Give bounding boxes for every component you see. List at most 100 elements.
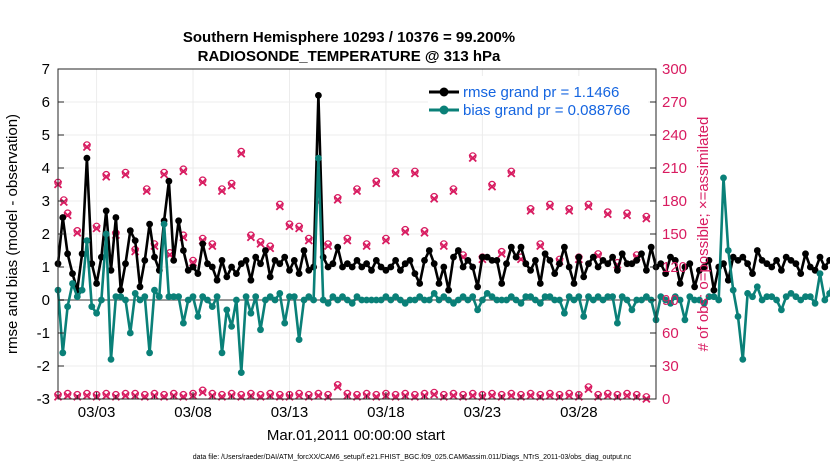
y-left-tick-label: -2 xyxy=(37,358,50,375)
obs-assimilated-marker xyxy=(208,241,217,251)
rmse-point xyxy=(344,260,351,268)
rmse-point xyxy=(532,257,539,264)
bias-point xyxy=(242,293,250,301)
rmse-point xyxy=(662,270,669,277)
bias-point xyxy=(377,296,385,304)
obs-assimilated-marker xyxy=(526,206,535,215)
bias-point xyxy=(551,296,559,304)
x-axis-label: Mar.01,2011 00:00:00 start xyxy=(267,427,446,444)
y-right-tick-label: 120 xyxy=(662,259,687,276)
rmse-point xyxy=(479,253,486,261)
rmse-point xyxy=(821,263,829,271)
rmse-point xyxy=(131,237,139,245)
rmse-point xyxy=(628,260,636,268)
rmse-point xyxy=(170,257,178,264)
bias-point xyxy=(527,293,534,301)
rmse-point xyxy=(493,257,501,264)
bias-point xyxy=(715,296,723,304)
bias-point xyxy=(64,303,71,310)
obs-assimilated-marker xyxy=(526,391,535,400)
rmse-point xyxy=(575,253,583,261)
obs-assimilated-marker xyxy=(381,236,391,245)
rmse-point xyxy=(262,247,269,254)
y-left-tick-label: 3 xyxy=(42,193,50,210)
bias-point xyxy=(488,293,496,301)
rmse-point xyxy=(753,247,761,254)
bias-point xyxy=(609,293,616,301)
chart-title-line1: Southern Hemisphere 10293 / 10376 = 99.2… xyxy=(183,29,515,46)
bias-point xyxy=(816,270,824,277)
y-left-tick-label: -1 xyxy=(37,325,50,342)
rmse-point xyxy=(483,253,491,261)
rmse-point xyxy=(464,257,472,264)
rmse-point xyxy=(787,257,795,264)
rmse-point xyxy=(469,263,477,271)
bias-point xyxy=(729,286,737,294)
rmse-point xyxy=(286,266,293,274)
bias-point xyxy=(556,296,563,304)
rmse-point xyxy=(778,266,785,274)
obs-assimilated-marker xyxy=(468,153,477,163)
rmse-point xyxy=(392,257,399,264)
rmse-point xyxy=(146,220,154,228)
bias-point xyxy=(117,293,125,301)
y-left-tick-label: 7 xyxy=(42,61,50,78)
rmse-point xyxy=(117,286,125,294)
rmse-point xyxy=(643,266,650,274)
obs-assimilated-marker xyxy=(449,186,458,196)
rmse-point xyxy=(194,270,202,277)
rmse-point xyxy=(397,266,404,274)
rmse-point xyxy=(696,266,703,274)
bias-point xyxy=(618,293,626,301)
rmse-point xyxy=(522,260,530,268)
rmse-point xyxy=(700,263,708,271)
bias-point xyxy=(512,296,520,304)
bias-point xyxy=(59,349,67,357)
rmse-point xyxy=(561,243,568,251)
rmse-point xyxy=(811,266,819,274)
obs-assimilated-marker xyxy=(536,241,545,251)
rmse-point xyxy=(204,260,211,268)
data-series xyxy=(54,92,830,376)
bias-point xyxy=(614,319,621,327)
rmse-point xyxy=(276,260,284,268)
rmse-point xyxy=(705,257,713,264)
bias-point xyxy=(522,293,530,301)
rmse-point xyxy=(315,92,322,99)
bias-point xyxy=(199,293,207,301)
obs-assimilated-marker xyxy=(237,149,246,158)
rmse-point xyxy=(758,257,766,264)
bias-point xyxy=(589,296,597,304)
bias-point xyxy=(78,286,86,294)
rmse-point xyxy=(445,286,452,294)
rmse-point xyxy=(353,257,361,264)
rmse-point xyxy=(430,260,438,268)
bias-point xyxy=(397,296,404,304)
bias-point xyxy=(213,293,221,301)
obs-assimilated-marker xyxy=(92,224,101,233)
obs-assimilated-marker xyxy=(343,236,352,245)
rmse-point xyxy=(411,270,419,277)
bias-point xyxy=(262,296,269,304)
rmse-point xyxy=(440,263,448,271)
rmse-point xyxy=(782,253,790,261)
obs-assimilated-marker xyxy=(362,241,371,251)
obs-assimilated-marker xyxy=(323,241,333,251)
rmse-point xyxy=(175,217,183,225)
legend: rmse grand pr = 1.1466 bias grand pr = 0… xyxy=(428,76,648,119)
bias-point xyxy=(257,326,264,334)
y-right-tick-label: 240 xyxy=(662,127,687,144)
y-left-tick-label: 2 xyxy=(42,226,50,243)
bias-point xyxy=(758,296,766,304)
bias-point xyxy=(107,356,115,363)
legend-bias-label: bias grand pr = 0.088766 xyxy=(463,102,630,119)
obs-assimilated-marker xyxy=(294,391,304,400)
bias-point xyxy=(782,293,790,301)
rmse-point xyxy=(233,270,240,277)
bias-point xyxy=(546,293,554,301)
rmse-point xyxy=(676,280,684,287)
bias-point xyxy=(73,293,81,301)
rmse-point xyxy=(802,250,809,258)
bias-point xyxy=(821,296,829,304)
